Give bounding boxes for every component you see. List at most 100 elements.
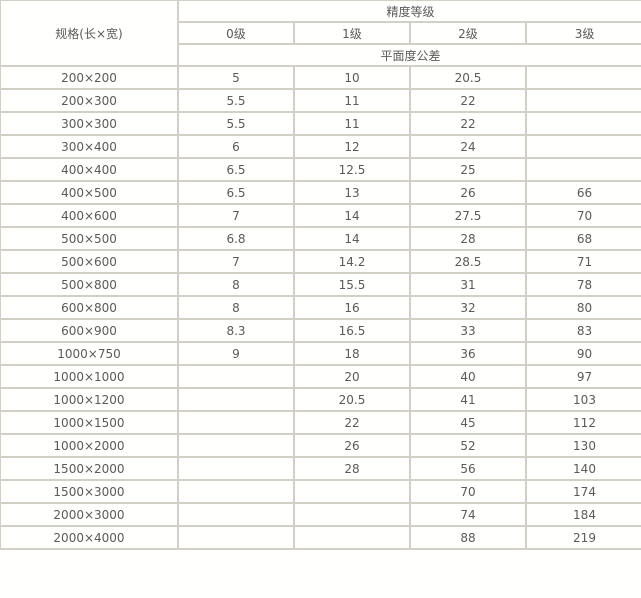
tolerance-cell: 74 <box>409 502 527 527</box>
tolerance-cell <box>177 502 295 527</box>
tolerance-cell: 8.3 <box>177 318 295 343</box>
spec-cell: 1000×750 <box>0 341 179 366</box>
spec-cell: 1000×1000 <box>0 364 179 389</box>
flatness-tolerance-table: 规格(长×宽) 精度等级 0级 1级 2级 3级 平面度公差 200×200 5 1… <box>0 0 641 550</box>
tolerance-cell: 11 <box>293 111 411 136</box>
spec-cell: 500×500 <box>0 226 179 251</box>
spec-cell: 400×600 <box>0 203 179 228</box>
tolerance-cell: 27.5 <box>409 203 527 228</box>
spec-cell: 200×300 <box>0 88 179 113</box>
tolerance-cell: 130 <box>524 433 641 458</box>
tolerance-cell: 16 <box>293 295 411 320</box>
tolerance-cell: 11 <box>293 88 411 113</box>
tolerance-cell: 6 <box>177 134 295 159</box>
tolerance-cell: 103 <box>524 387 641 412</box>
tolerance-cell: 22 <box>293 410 411 435</box>
tolerance-cell <box>293 502 411 527</box>
table-row: 200×300 5.5 11 22 <box>0 88 641 113</box>
table-row: 300×300 5.5 11 22 <box>0 111 641 136</box>
tolerance-cell <box>177 525 295 550</box>
spec-cell: 600×800 <box>0 295 179 320</box>
table-row: 1000×1200 20.5 41 103 <box>0 387 641 412</box>
tolerance-cell: 25 <box>409 157 527 182</box>
tolerance-cell <box>177 410 295 435</box>
spec-cell: 400×400 <box>0 157 179 182</box>
tolerance-cell <box>524 65 641 90</box>
tolerance-cell: 6.5 <box>177 157 295 182</box>
tolerance-cell: 88 <box>409 525 527 550</box>
tolerance-cell: 83 <box>524 318 641 343</box>
tolerance-cell: 24 <box>409 134 527 159</box>
tolerance-cell <box>293 479 411 504</box>
tolerance-cell: 5 <box>177 65 295 90</box>
tolerance-cell: 8 <box>177 295 295 320</box>
tolerance-cell: 41 <box>409 387 527 412</box>
table-row: 500×800 8 15.5 31 78 <box>0 272 641 297</box>
tolerance-cell: 14.2 <box>293 249 411 274</box>
table-row: 200×200 5 10 20.5 <box>0 65 641 90</box>
tolerance-header: 平面度公差 <box>176 43 641 67</box>
table-row: 300×400 6 12 24 <box>0 134 641 159</box>
tolerance-cell: 28 <box>293 456 411 481</box>
tolerance-cell: 20 <box>293 364 411 389</box>
table-row: 1500×2000 28 56 140 <box>0 456 641 481</box>
tolerance-cell: 10 <box>293 65 411 90</box>
tolerance-cell: 90 <box>524 341 641 366</box>
tolerance-cell: 13 <box>293 180 411 205</box>
spec-cell: 400×500 <box>0 180 179 205</box>
grade-header: 2级 <box>409 21 527 45</box>
tolerance-cell: 6.8 <box>177 226 295 251</box>
tolerance-cell: 5.5 <box>177 88 295 113</box>
tolerance-cell: 14 <box>293 226 411 251</box>
grade-header: 1级 <box>293 21 411 45</box>
tolerance-cell: 20.5 <box>409 65 527 90</box>
table-row: 1500×3000 70 174 <box>0 479 641 504</box>
tolerance-cell: 78 <box>524 272 641 297</box>
tolerance-cell: 20.5 <box>293 387 411 412</box>
table-row: 2000×3000 74 184 <box>0 502 641 527</box>
table-row: 1000×1500 22 45 112 <box>0 410 641 435</box>
tolerance-cell: 184 <box>524 502 641 527</box>
table-row: 600×900 8.3 16.5 33 83 <box>0 318 641 343</box>
tolerance-cell: 26 <box>409 180 527 205</box>
table-row: 400×400 6.5 12.5 25 <box>0 157 641 182</box>
tolerance-cell: 28 <box>409 226 527 251</box>
tolerance-cell: 80 <box>524 295 641 320</box>
tolerance-cell: 18 <box>293 341 411 366</box>
tolerance-cell: 40 <box>409 364 527 389</box>
tolerance-cell: 15.5 <box>293 272 411 297</box>
tolerance-cell: 68 <box>524 226 641 251</box>
table-row: 400×500 6.5 13 26 66 <box>0 180 641 205</box>
tolerance-cell <box>177 433 295 458</box>
table-row: 600×800 8 16 32 80 <box>0 295 641 320</box>
grade-group-header: 精度等级 <box>176 0 641 23</box>
tolerance-cell: 8 <box>177 272 295 297</box>
spec-cell: 2000×3000 <box>0 502 179 527</box>
tolerance-cell: 14 <box>293 203 411 228</box>
tolerance-cell: 174 <box>524 479 641 504</box>
tolerance-cell: 16.5 <box>293 318 411 343</box>
spec-cell: 300×400 <box>0 134 179 159</box>
tolerance-cell: 71 <box>524 249 641 274</box>
spec-cell: 600×900 <box>0 318 179 343</box>
table-row: 400×600 7 14 27.5 70 <box>0 203 641 228</box>
spec-cell: 1000×1500 <box>0 410 179 435</box>
tolerance-cell: 5.5 <box>177 111 295 136</box>
tolerance-cell: 7 <box>177 249 295 274</box>
tolerance-cell <box>524 88 641 113</box>
spec-cell: 1000×2000 <box>0 433 179 458</box>
table-row: 2000×4000 88 219 <box>0 525 641 550</box>
tolerance-cell: 140 <box>524 456 641 481</box>
tolerance-cell: 28.5 <box>409 249 527 274</box>
tolerance-cell: 6.5 <box>177 180 295 205</box>
tolerance-cell: 32 <box>409 295 527 320</box>
tolerance-cell: 7 <box>177 203 295 228</box>
tolerance-cell: 112 <box>524 410 641 435</box>
tolerance-cell: 12 <box>293 134 411 159</box>
spec-cell: 1500×3000 <box>0 479 179 504</box>
spec-cell: 2000×4000 <box>0 525 179 550</box>
tolerance-cell <box>177 387 295 412</box>
table-row: 1000×2000 26 52 130 <box>0 433 641 458</box>
tolerance-cell <box>524 134 641 159</box>
tolerance-cell: 70 <box>409 479 527 504</box>
